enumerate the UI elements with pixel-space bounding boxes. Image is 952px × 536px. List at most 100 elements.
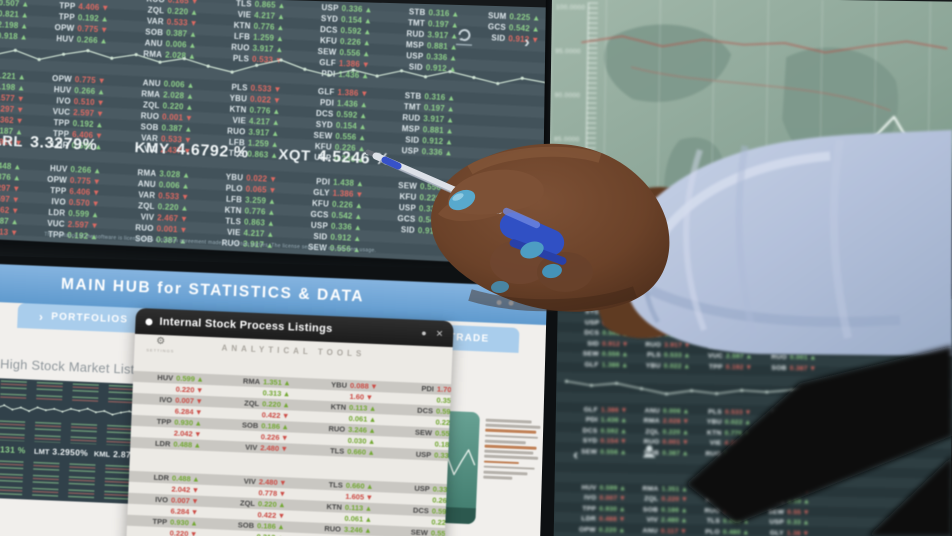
axis-tick-label: 100.0000 — [555, 4, 586, 12]
ticker-item: SID 0.912 ▲ — [400, 225, 449, 237]
ticker-column: TLS 0.863 ▲ VIE 4.217 ▼ KTN 0.776 ▲ LFB 1.25… — [643, 298, 692, 372]
ticker-item: TPP 0.930 ▲ — [582, 505, 626, 513]
ticker-item: HUV 0.266 ▲ — [708, 300, 754, 309]
ticker-section-bottom: HUV 0.599 ▲ IVO 0.007 ▼ TPP 0.930 ▲ LDR 0.48… — [554, 482, 951, 536]
ticker-item: RUO 3.917 ▲ — [705, 450, 751, 459]
ticker-item: TLS 0.660 ▲ — [706, 517, 750, 526]
listing-group: HUV 0.599 ▲ RMA 1.351 ▲ YBU 0.088 ▼ PDI 1.70… — [130, 360, 453, 462]
ticker-item: RUD 3.917 ▲ — [770, 430, 816, 439]
ticker-column: YBU 0.088 ▼ KTN 0.113 ▲ RUO 3.246 ▼ TLS 0.66… — [702, 485, 750, 536]
ticker-column: RMA 1.351 ▲ ZQL 0.220 ▼ SOB 0.186 ▲ VIV 2.48… — [640, 483, 688, 536]
stock-cell: VIV 2.480 ▼ — [245, 442, 289, 454]
ticker-item: YBU 0.022 ▲ — [645, 362, 691, 371]
ticker-column: STB 0.316 ▲ TMT 0.197 ▲ RUD 3.917 ▲ MSP 0.88… — [393, 90, 455, 159]
ticker-item: SOB 0.387 ▼ — [771, 364, 817, 373]
red-trend-line — [581, 35, 948, 54]
ticker-column: YBU 0.022 ▼ PLO 0.065 ▼ LFB 3.259 ▲ KTN 0.77… — [215, 171, 278, 251]
ticker-item: PLO 0.480 ▲ — [705, 528, 750, 536]
ticker-column: GLF 1.386 ▼ PDI 1.436 ▲ DCS 0.592 ▲ SYD 0.15… — [579, 404, 627, 457]
monitor-mainhub-screen: MAIN HUB for STATISTICS & DATA TRADE › P… — [0, 256, 558, 536]
mini-sparkline — [0, 404, 139, 416]
ticker-item: TPP 0.192 ▼ — [708, 363, 753, 372]
ticker-item: SID 0.912 ▼ — [491, 33, 540, 45]
ticker-item: SID 0.912 ▼ — [587, 340, 629, 348]
monitor-topright-map-chart: 100.0000 95.0000 90.0000 85.0000 80.0000… — [547, 0, 952, 316]
monitor-topleft-ticker-screen: 1.507 ▼ 0.507 ▲ 0.821 ▲ 2.198 ▲ 0.918 ▲ … — [0, 0, 566, 284]
ticker-item: GLF 1.386 ▼ — [583, 406, 628, 414]
ticker-column: HUV 0.599 ▲ IVO 0.007 ▼ TPP 0.930 ▲ LDR 0.48… — [578, 482, 626, 535]
ticker-column: SUM 0.225 ▲ GCS 0.542 ▲ SID 0.912 ▼ — [480, 10, 541, 46]
ticker-item: GLF 1.386 ▲ — [584, 361, 629, 369]
ticker-item: ZQL 0.220 ▲ — [645, 428, 690, 437]
ticker-item: ZQL 0.220 ▲ — [772, 333, 817, 341]
ticker-column: RMA 3.028 ▲ ANU 0.006 ▲ VAR 0.533 ▼ ZQL 0.22… — [128, 167, 191, 247]
ticker-board-content: KFU 0.226 ▼ SYD 0.154 ▲ USP 0.336 ▼ DCS 0.59… — [553, 292, 952, 536]
axis-tick-label: 85.0000 — [553, 136, 580, 144]
ticker-item: PLS 0.533 ▲ — [647, 351, 691, 360]
ticker-column: HUV 0.266 ▲ OPW 0.775 ▼ TPP 6.406 ▲ IVO 0.57… — [705, 299, 754, 373]
tab-portfolios[interactable]: › PORTFOLIOS — [17, 302, 151, 334]
ticker-column: HUV 0.266 ▲ OPW 0.775 ▼ TPP 6.406 ▼ IVO 0.57… — [39, 163, 102, 243]
section-heading: -High Stock Market Listing — [0, 356, 144, 378]
ticker-item: VIV 2.467 ▼ — [775, 343, 817, 352]
chevron-right-icon: › — [38, 309, 45, 324]
stock-listings-table: HUV 0.599 ▲ RMA 1.351 ▲ YBU 0.088 ▼ PDI 1.70… — [125, 360, 453, 536]
ticker-item: LFB 1.259 ▲ — [647, 330, 691, 339]
mainhub-content: MAIN HUB for STATISTICS & DATA TRADE › P… — [0, 264, 558, 536]
paragraph-text-blurred — [483, 418, 544, 484]
axis-tick-label: 90.0000 — [554, 92, 581, 100]
ticker-item: GLY 1.38 ▼ — [769, 529, 810, 536]
axis-tick-label: 95.0000 — [555, 48, 581, 56]
ticker-item: SEW 0.556 ▲ — [582, 350, 629, 359]
ticker-board-content: 1.507 ▼ 0.507 ▲ 0.821 ▲ 2.198 ▲ 0.918 ▲ … — [0, 0, 566, 284]
ticker-item: MSP 0.881 ▲ — [769, 440, 815, 449]
ticker-item: RMA 3.028 ▼ — [771, 301, 818, 310]
ticker-item: LDR 0.488 ▼ — [581, 515, 626, 524]
mini-ticker-panel: 7131 % LMT 3.2950% KML 2.879 — [0, 377, 143, 505]
page-title: MAIN HUB for STATISTICS & DATA — [60, 275, 365, 306]
ticker-column: KFU 0.226 ▼ SYD 0.154 ▲ USP 0.336 ▼ DCS 0.59… — [581, 296, 630, 370]
stock-cell: TLS 0.660 ▲ — [329, 446, 376, 458]
ticker-item: YBU 0.088 ▼ — [705, 486, 751, 495]
ticker-item: RUO 3.246 ▼ — [704, 507, 750, 516]
ticker-item: SEW 0.556 ▲ — [581, 448, 627, 456]
ticker-item: SEW 0.55 ▼ — [768, 508, 810, 517]
ticker-item: DCS 0.59 ▲ — [769, 497, 810, 506]
person-icon[interactable] — [641, 443, 657, 459]
ticker-item: KFU 0.226 ▼ — [585, 298, 630, 306]
ticker-item: PDI 1.70 ▼ — [772, 487, 811, 496]
listing-group: LDR 0.488 ▲ VIV 2.480 ▼ TLS 0.660 ▲ USP 0.33… — [126, 460, 453, 536]
ticker-item: STB 0.316 ▲ — [771, 409, 816, 418]
ticker-column: 0.448 ▲ 0.376 ▲ 1.297 ▼ 0.597 ▼ 0.362 ▼ … — [0, 160, 38, 239]
ticker-item: RMA 1.351 ▲ — [642, 485, 689, 494]
chevron-right-icon[interactable]: › — [523, 31, 531, 52]
ticker-item: OPW 0.220 ▲ — [578, 526, 626, 534]
window-body: ⚙ SETTINGS ANALYTICAL TOOLS HUV 0.599 ▲ R… — [125, 333, 453, 536]
chevron-left-icon[interactable]: ‹ — [573, 446, 579, 464]
ticker-item: DCS 0.592 ▲ — [584, 329, 629, 338]
ticker-item: VAR 0.533 ▼ — [772, 322, 817, 331]
header-dot-icon — [496, 299, 502, 306]
ticker-item: SYD 0.154 ▲ — [585, 308, 630, 317]
ticker-item: DCS 0.592 ▲ — [582, 427, 628, 435]
mini-index-band: 7131 % LMT 3.2950% KML 2.879 — [0, 444, 140, 462]
ticker-column: RMA 3.028 ▼ ANU 0.006 ▲ VAR 0.533 ▼ ZQL 0.22… — [769, 300, 818, 374]
ticker-column: PDI 1.438 ▲ GLY 1.386 ▼ KFU 0.226 ▲ GCS 0.54… — [302, 175, 365, 255]
ticker-item: RUO 3.917 ▼ — [645, 341, 691, 350]
ticker-item: PLS 0.533 ▼ — [708, 408, 752, 417]
ticker-item: ANU 0.006 ▲ — [772, 311, 818, 320]
mini-index-ticker: LMT 3.2950% — [33, 446, 89, 458]
ticker-column: SEW 0.556 ▲ KFU 0.226 ▲ USP 0.336 ▲ GCS 0.54… — [390, 180, 452, 238]
ticker-item: OPW 0.775 ▼ — [706, 310, 754, 319]
header-dot-icon — [508, 300, 514, 306]
ticker-section-middle: GLF 1.386 ▼ PDI 1.436 ▲ DCS 0.592 ▲ SYD 0.15… — [555, 404, 952, 465]
sync-icon[interactable] — [452, 22, 477, 47]
ticker-column: 1.507 ▼ 0.507 ▲ 0.821 ▲ 2.198 ▲ 0.918 ▲ — [0, 0, 46, 43]
tiny-ticker-rows — [0, 420, 139, 446]
ticker-item: KTN 0.113 ▲ — [705, 496, 750, 505]
window-close-button[interactable]: ✕ — [435, 327, 444, 339]
window-minimize-button[interactable]: ● — [421, 327, 427, 339]
